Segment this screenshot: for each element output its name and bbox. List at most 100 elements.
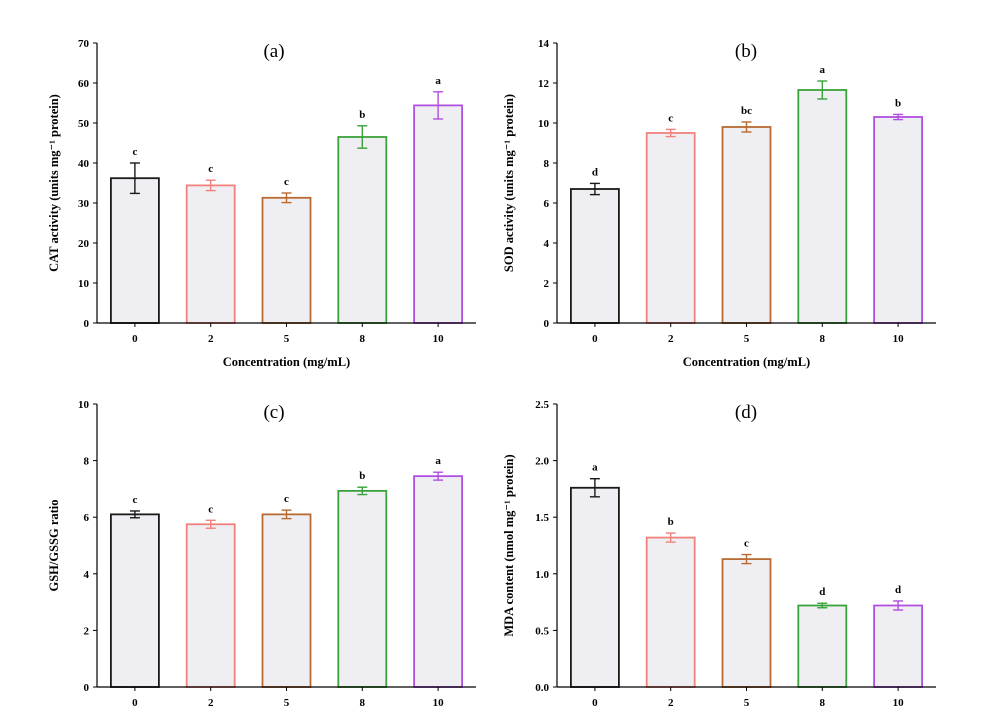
x-tick-label: 10 [433,333,445,345]
bar-2 [645,132,696,324]
x-tick-label: 5 [284,333,290,345]
x-tick-label: 0 [592,333,598,345]
x-axis-label: Concentration (mg/mL) [223,355,350,369]
y-tick-label: 4 [544,238,550,250]
significance-label: a [435,455,441,467]
bar-5 [721,558,772,688]
x-tick-label: 0 [592,697,598,709]
significance-label: a [592,462,598,474]
significance-label: b [668,516,674,528]
y-tick-label: 10 [538,118,550,130]
y-tick-label: 1.5 [535,512,549,524]
error-bar-5 [741,121,752,133]
error-bar-8 [817,602,828,609]
error-bar-2 [665,128,676,138]
y-tick-label: 0.5 [535,625,549,637]
error-bar-8 [357,125,368,149]
error-bar-10 [433,471,444,481]
error-bar-10 [433,91,444,120]
error-bar-8 [357,486,368,496]
y-tick-label: 4 [84,569,90,581]
error-bar-2 [205,519,216,529]
x-tick-label: 10 [433,697,445,709]
bar-2 [185,523,236,688]
bar-10 [873,604,923,688]
y-tick-label: 30 [78,198,90,210]
error-bar-2 [665,532,676,543]
bar-10 [413,104,464,324]
y-tick-label: 2.0 [535,456,549,468]
bar-8 [337,136,388,324]
significance-label: b [359,470,365,482]
significance-label: b [359,109,365,121]
y-tick-label: 0.0 [535,682,549,694]
significance-label: c [132,146,137,158]
panel-title: (c) [263,402,284,423]
chart-panel-d: (d) a 0 b 2 c 5 d 8 d 10 0.0 0.5 1.0 1.5 2.0 2.5 MDA cont… [502,399,936,709]
x-tick-label: 5 [744,697,750,709]
y-tick-label: 6 [544,198,550,210]
y-tick-label: 8 [544,158,550,170]
x-tick-label: 2 [668,697,674,709]
y-tick-label: 12 [538,78,550,90]
significance-label: c [284,176,289,188]
significance-label: c [284,493,289,505]
bar-5 [721,126,772,324]
x-tick-label: 5 [744,333,750,345]
error-bar-2 [205,179,216,192]
error-bar-8 [817,80,828,100]
x-tick-label: 2 [668,333,674,345]
bar-8 [797,89,848,324]
y-tick-label: 20 [78,238,90,250]
significance-label: a [435,75,441,87]
x-axis-label: Concentration (mg/mL) [683,355,810,369]
y-tick-label: 1.0 [535,569,549,581]
error-bar-0 [589,478,600,498]
bar-10 [873,116,923,324]
error-bar-0 [129,162,140,195]
x-tick-label: 0 [132,697,138,709]
significance-label: c [208,503,213,515]
y-axis-label: GSH/GSSG ratio [47,499,61,591]
significance-label: c [744,538,749,550]
y-tick-label: 0 [84,682,90,694]
x-tick-label: 2 [208,333,214,345]
bar-10 [413,475,464,688]
bar-0 [110,513,160,688]
panel-title: (a) [263,41,284,62]
significance-label: d [819,586,825,598]
significance-label: d [895,584,901,596]
x-tick-label: 0 [132,333,138,345]
x-tick-label: 10 [893,697,905,709]
y-tick-label: 10 [78,278,90,290]
significance-label: c [668,112,673,124]
y-tick-label: 6 [84,512,90,524]
y-tick-label: 0 [84,318,90,330]
y-tick-label: 10 [78,399,90,411]
error-bar-10 [893,113,904,121]
y-axis-label: SOD activity (units mg⁻¹ protein) [502,94,516,272]
y-tick-label: 14 [538,38,550,50]
y-tick-label: 8 [84,456,90,468]
panel-title: (d) [735,402,757,423]
x-tick-label: 2 [208,697,214,709]
x-tick-label: 8 [360,697,366,709]
chart-panel-a: (a) c 0 c 2 c 5 b 8 a 10 0 10 20 30 40 50 60 70 CAT activit… [47,38,476,369]
y-tick-label: 0 [544,318,550,330]
y-tick-label: 40 [78,158,90,170]
error-bar-5 [281,192,292,204]
y-tick-label: 2.5 [535,399,549,411]
panel-title: (b) [735,41,757,62]
bar-8 [337,489,388,688]
chart-panel-b: (b) d 0 c 2 bc 5 a 8 b 10 0 2 4 6 8 10 12 14 SOD activity (… [502,38,936,369]
bar-0 [570,486,620,688]
y-tick-label: 2 [84,625,90,637]
y-tick-label: 2 [544,278,550,290]
significance-label: a [820,64,826,76]
x-tick-label: 8 [820,333,826,345]
error-bar-10 [893,600,904,611]
error-bar-0 [589,182,600,196]
bar-5 [261,513,312,688]
y-axis-label: MDA content (nmol mg⁻¹ protein) [502,454,516,636]
